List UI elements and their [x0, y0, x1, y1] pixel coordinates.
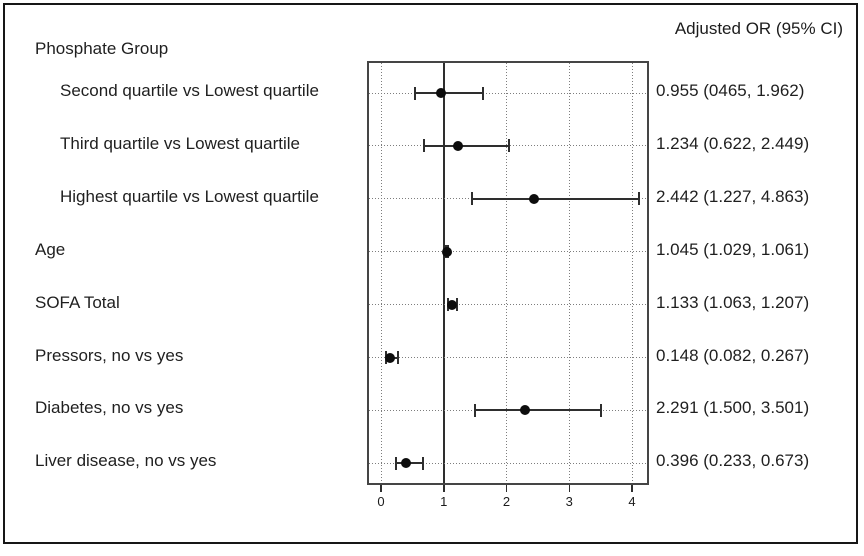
x-tick-label: 0	[377, 494, 385, 509]
row-label: SOFA Total	[35, 292, 120, 312]
point-marker	[519, 405, 530, 416]
point-marker	[453, 140, 464, 151]
error-bar	[414, 92, 484, 94]
x-tick	[568, 485, 570, 492]
point-marker	[400, 458, 411, 469]
reference-line	[443, 63, 445, 483]
x-tick	[380, 485, 382, 492]
row-value: 1.133 (1.063, 1.207)	[656, 292, 810, 312]
point-marker	[529, 193, 540, 204]
point-marker	[447, 299, 458, 310]
row-gridline	[369, 251, 647, 253]
row-value: 0.148 (0.082, 0.267)	[656, 345, 810, 365]
group-label-phosphate: Phosphate Group	[35, 39, 169, 58]
error-bar	[423, 144, 509, 147]
error-bar	[475, 409, 601, 412]
gridline-vertical-3	[568, 63, 570, 483]
error-bar-cap-high	[396, 351, 399, 364]
error-bar-cap-high	[482, 86, 485, 100]
x-tick-label: 2	[502, 494, 511, 509]
x-tick	[505, 485, 508, 492]
error-bar-cap-low	[470, 192, 473, 206]
row-gridline	[369, 304, 647, 306]
point-marker	[435, 88, 446, 98]
gridline-vertical-2	[506, 63, 507, 483]
gridline-vertical-0	[380, 63, 382, 483]
error-bar	[471, 197, 639, 200]
row-value: 2.291 (1.500, 3.501)	[656, 398, 810, 418]
error-bar-cap-high	[422, 456, 425, 470]
error-bar-cap-low	[413, 86, 416, 100]
point-marker	[441, 246, 452, 257]
error-bar-cap-low	[422, 139, 425, 153]
row-value: 1.234 (0.622, 2.449)	[656, 133, 810, 153]
error-bar-cap-high	[508, 139, 510, 153]
error-bar-cap-high	[637, 192, 640, 206]
row-label: Second quartile vs Lowest quartile	[60, 81, 319, 100]
column-header-adjusted-or: Adjusted OR (95% CI)	[674, 19, 843, 38]
gridline-vertical-4	[631, 63, 633, 483]
error-bar-cap-low	[474, 403, 477, 417]
row-label: Pressors, no vs yes	[35, 345, 184, 365]
row-gridline	[369, 92, 647, 94]
x-tick-label: 1	[440, 494, 448, 509]
row-label: Diabetes, no vs yes	[35, 398, 184, 418]
point-marker	[385, 352, 396, 363]
row-label: Highest quartile vs Lowest quartile	[60, 186, 319, 206]
row-value: 1.045 (1.029, 1.061)	[656, 239, 810, 259]
figure-frame: Adjusted OR (95% CI) Phosphate Group Sec…	[3, 3, 858, 544]
row-value: 2.442 (1.227, 4.863)	[656, 186, 810, 206]
row-label: Age	[35, 239, 66, 259]
row-value: 0.955 (0465, 1.962)	[656, 81, 805, 100]
x-tick	[631, 485, 633, 492]
row-label: Liver disease, no vs yes	[35, 451, 217, 471]
forest-plot-area	[367, 61, 649, 485]
row-gridline	[369, 462, 647, 464]
error-bar-cap-low	[394, 456, 397, 470]
error-bar-cap-high	[599, 403, 602, 417]
row-gridline	[369, 357, 647, 358]
row-value: 0.396 (0.233, 0.673)	[656, 451, 810, 471]
row-label: Third quartile vs Lowest quartile	[60, 133, 301, 153]
x-tick-label: 3	[565, 494, 573, 509]
x-tick-label: 4	[628, 494, 636, 509]
x-tick	[443, 485, 445, 492]
